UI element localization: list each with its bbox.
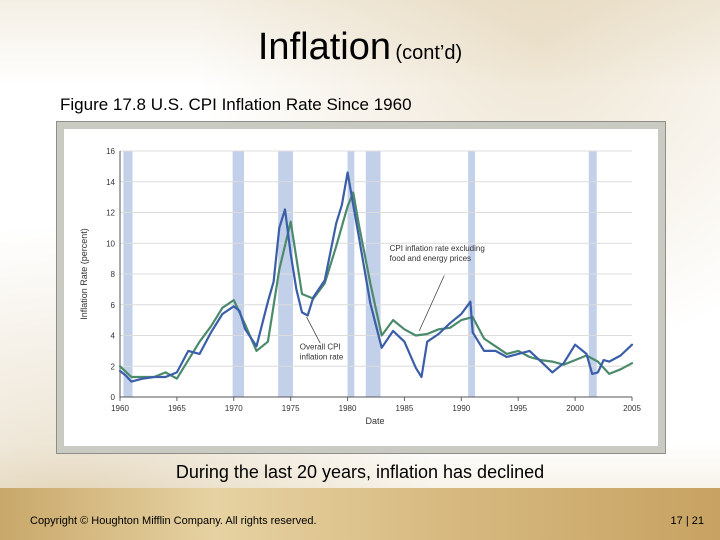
figure-caption: Figure 17.8 U.S. CPI Inflation Rate Sinc… bbox=[60, 95, 412, 114]
core-annotation-pointer bbox=[418, 275, 445, 332]
core-annotation-line: food and energy prices bbox=[390, 254, 471, 263]
x-tick-label: 2005 bbox=[623, 404, 641, 413]
series-lines bbox=[118, 171, 634, 383]
summary-text: During the last 20 years, inflation has … bbox=[175, 462, 545, 482]
slide-title: Inflation (cont’d) bbox=[0, 26, 720, 69]
title-sub: (cont’d) bbox=[395, 42, 463, 64]
y-tick-label: 6 bbox=[111, 301, 116, 310]
core-annotation-line: CPI inflation rate excluding bbox=[390, 244, 485, 253]
y-tick-label: 14 bbox=[106, 178, 115, 187]
y-tick-label: 8 bbox=[111, 270, 116, 279]
x-tick-label: 2000 bbox=[566, 404, 584, 413]
y-tick-label: 2 bbox=[111, 362, 116, 371]
x-tick-label: 1995 bbox=[509, 404, 527, 413]
y-tick-label: 12 bbox=[106, 209, 115, 218]
x-axis-label: Date bbox=[365, 416, 384, 426]
y-tick-label: 0 bbox=[111, 393, 116, 402]
x-tick-label: 1970 bbox=[225, 404, 243, 413]
y-axis-label: Inflation Rate (percent) bbox=[79, 228, 89, 320]
inflation-chart: 0 2 4 6 8 10 12 14 16 1960 1965 1970 1975 1980 1985 199… bbox=[64, 129, 658, 446]
axes: 0 2 4 6 8 10 12 14 16 1960 1965 1970 1975 1980 1985 199… bbox=[106, 147, 641, 413]
overall-annotation-line: Overall CPI bbox=[300, 342, 341, 351]
core-cpi-line bbox=[118, 191, 634, 380]
chart-frame: 0 2 4 6 8 10 12 14 16 1960 1965 1970 1975 1980 1985 199… bbox=[56, 121, 666, 454]
x-tick-label: 1980 bbox=[339, 404, 357, 413]
x-tick-label: 1965 bbox=[168, 404, 186, 413]
y-tick-label: 4 bbox=[111, 332, 116, 341]
x-tick-label: 1985 bbox=[396, 404, 414, 413]
footer-band bbox=[0, 488, 720, 540]
x-tick-label: 1975 bbox=[282, 404, 300, 413]
overall-annotation-line: inflation rate bbox=[300, 352, 344, 361]
x-tick-label: 1990 bbox=[452, 404, 470, 413]
overall-annotation-pointer bbox=[306, 316, 321, 344]
title-main: Inflation bbox=[257, 26, 391, 68]
y-tick-label: 10 bbox=[106, 239, 115, 248]
copyright-text: Copyright © Houghton Mifflin Company. Al… bbox=[30, 515, 317, 527]
x-tick-label: 1960 bbox=[111, 404, 129, 413]
y-tick-label: 16 bbox=[106, 147, 115, 156]
page-number: 17 | 21 bbox=[670, 515, 704, 527]
overall-cpi-line bbox=[118, 171, 634, 383]
chart-background bbox=[64, 129, 658, 446]
